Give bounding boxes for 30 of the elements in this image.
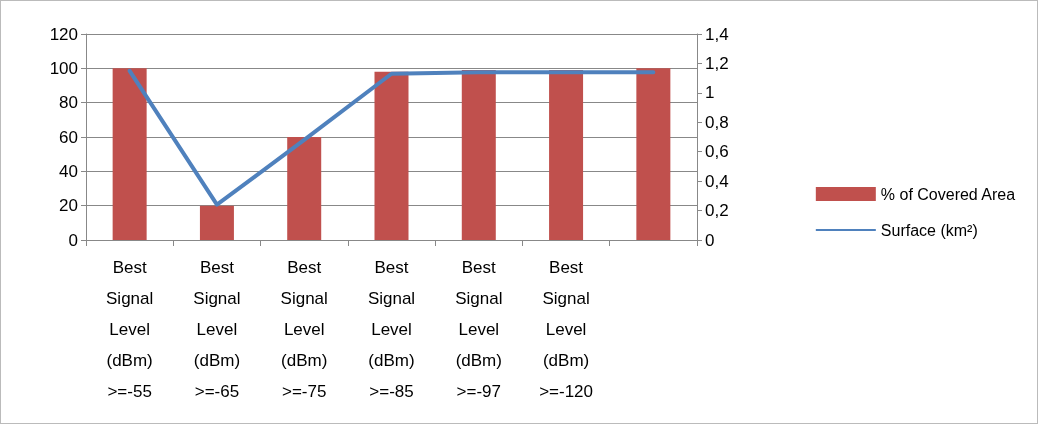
x-tick-label: Best Signal Level (dBm) >=-65 (193, 258, 241, 401)
y2-tick-label: 0,4 (705, 171, 729, 191)
y-tick-label: 60 (59, 127, 78, 147)
y2-tick-label: 0 (705, 230, 715, 250)
y-tick-label: 100 (49, 58, 78, 78)
y-tick-label: 40 (59, 161, 78, 181)
bar (461, 70, 496, 240)
bar (199, 205, 234, 240)
y2-tick-label: 1,4 (705, 24, 729, 44)
y-tick-label: 0 (68, 230, 78, 250)
y2-tick-label: 0,8 (705, 112, 729, 132)
x-tick-label: Best Signal Level (dBm) >=-97 (455, 258, 503, 401)
y2-tick-label: 1 (705, 83, 715, 103)
x-tick-label: Best Signal Level (dBm) >=-120 (539, 258, 594, 401)
y-tick-label: 80 (59, 93, 78, 113)
bar (112, 68, 147, 240)
y2-tick-label: 1,2 (705, 53, 729, 73)
legend-label: Surface (km²) (880, 221, 978, 239)
y2-tick-label: 0,2 (705, 201, 729, 221)
bar (374, 71, 409, 240)
x-tick-label: Best Signal Level (dBm) >=-75 (280, 258, 328, 401)
x-tick-label: Best Signal Level (dBm) >=-85 (367, 258, 416, 401)
line-series (127, 68, 656, 207)
x-tick-label: Best Signal Level (dBm) >=-55 (106, 258, 154, 401)
y-tick-label: 120 (49, 24, 78, 44)
bar (636, 68, 671, 240)
legend-label: % of Covered Area (880, 185, 1016, 203)
y2-tick-label: 0,6 (705, 142, 729, 162)
y-tick-label: 20 (59, 196, 78, 216)
bar (287, 137, 322, 240)
